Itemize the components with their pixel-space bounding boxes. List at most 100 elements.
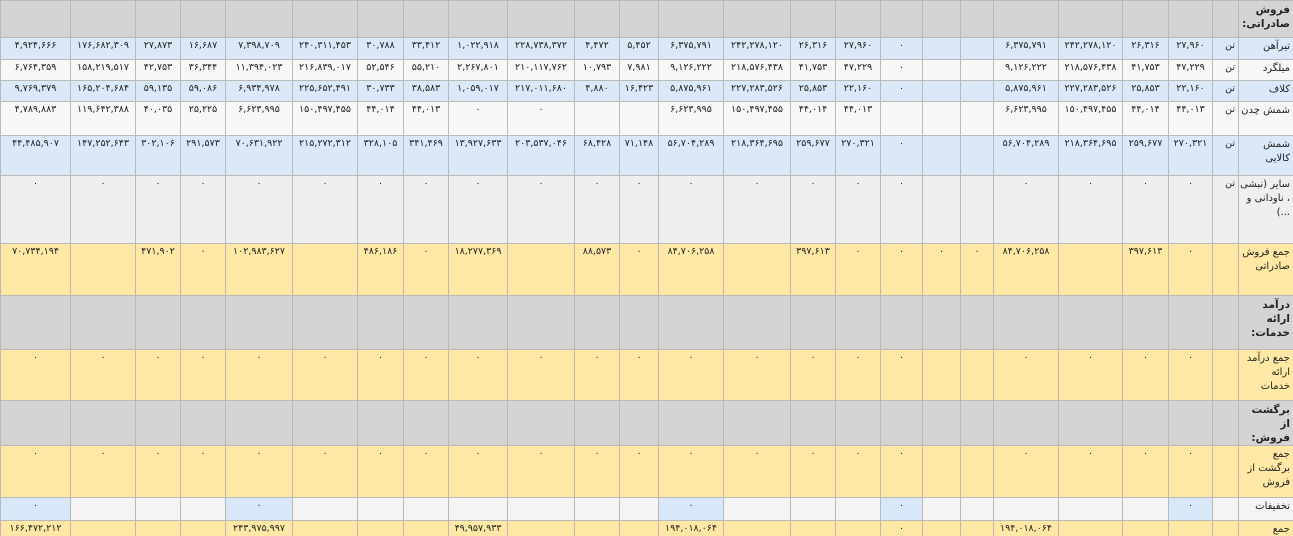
value-cell: ۵۹,۰۸۶ — [180, 80, 226, 102]
value-cell — [993, 400, 1059, 446]
value-cell: ۴۲,۷۵۳ — [135, 59, 181, 81]
value-cell: ۶,۷۶۴,۳۵۹ — [0, 59, 71, 81]
value-cell: ۶,۶۲۳,۹۹۵ — [993, 101, 1059, 136]
value-cell: ۱۰,۷۹۳ — [574, 59, 620, 81]
unit-cell — [1212, 0, 1239, 38]
value-cell: ۲۶,۳۱۶ — [790, 37, 836, 60]
value-cell — [507, 520, 575, 536]
value-cell: ۰ — [0, 349, 71, 401]
value-cell: ۰ — [0, 497, 71, 521]
value-cell — [723, 400, 791, 446]
value-cell: ۲۴۲,۲۷۸,۱۲۰ — [1058, 37, 1123, 60]
row-label: کلاف — [1238, 80, 1293, 102]
value-cell — [993, 0, 1059, 38]
value-cell — [922, 349, 961, 401]
row-label: جمع درآمد ارائه خدمات — [1238, 349, 1293, 401]
value-cell: ۳۹۷,۶۱۳ — [1122, 243, 1169, 296]
value-cell — [1058, 243, 1123, 296]
value-cell — [1168, 400, 1213, 446]
value-cell — [960, 295, 994, 350]
value-cell: ۰ — [403, 349, 449, 401]
value-cell — [835, 520, 881, 536]
value-cell — [960, 349, 994, 401]
value-cell — [574, 101, 620, 136]
value-cell: ۲۵۹,۶۷۷ — [790, 135, 836, 176]
value-cell — [225, 0, 293, 38]
value-cell — [1058, 497, 1123, 521]
value-cell — [922, 497, 961, 521]
value-cell: ۲,۲۶۷,۸۰۱ — [448, 59, 508, 81]
unit-cell: تن — [1212, 175, 1239, 244]
value-cell: ۰ — [403, 175, 449, 244]
value-cell: ۲۱۶,۸۳۹,۰۱۷ — [292, 59, 358, 81]
value-cell — [960, 80, 994, 102]
value-cell — [1058, 0, 1123, 38]
unit-cell — [1212, 445, 1239, 498]
value-cell — [922, 135, 961, 176]
value-cell — [574, 497, 620, 521]
table-row: کلاف تن ۲۲,۱۶۰ ۲۵,۸۵۳ ۲۲۷,۲۸۳,۵۲۶ ۵,۸۷۵,۹۶۱ ۰ ۲… — [0, 80, 1293, 102]
value-cell: ۰ — [225, 497, 293, 521]
value-cell: ۵,۸۷۵,۹۶۱ — [658, 80, 724, 102]
value-cell — [225, 400, 293, 446]
value-cell: ۱۸,۲۷۷,۳۶۹ — [448, 243, 508, 296]
value-cell: ۱۵۰,۴۹۷,۴۵۵ — [1058, 101, 1123, 136]
value-cell: ۵,۴۵۲ — [619, 37, 659, 60]
value-cell — [922, 101, 961, 136]
value-cell — [1122, 0, 1169, 38]
value-cell: ۰ — [619, 175, 659, 244]
value-cell — [1122, 400, 1169, 446]
value-cell — [960, 445, 994, 498]
value-cell: ۷۰,۶۳۱,۹۲۲ — [225, 135, 293, 176]
value-cell — [619, 400, 659, 446]
value-cell: ۰ — [1058, 175, 1123, 244]
value-cell: ۳۴۱,۴۶۹ — [403, 135, 449, 176]
value-cell — [790, 0, 836, 38]
value-cell: ۵۶,۷۰۴,۲۸۹ — [993, 135, 1059, 176]
value-cell: ۱۵۸,۲۱۹,۵۱۷ — [70, 59, 136, 81]
value-cell — [960, 135, 994, 176]
value-cell: ۴۱,۷۵۳ — [1122, 59, 1169, 81]
value-cell: ۱۰۲,۹۸۳,۶۲۷ — [225, 243, 293, 296]
value-cell: ۴,۸۸۰ — [574, 80, 620, 102]
table-row: جمع برگشت از فروش ۰ ۰ ۰ ۰ ۰ ۰ ۰ ۰ ۰ ۰ ۰ ۰ ۰ ۰ ۰ ۰ ۰ ۰ ۰ ۰ ۰ — [0, 445, 1293, 498]
value-cell: ۲۷,۹۶۰ — [835, 37, 881, 60]
value-cell — [574, 0, 620, 38]
unit-cell — [1212, 520, 1239, 536]
value-cell: ۱۶۶,۴۷۲,۲۱۲ — [0, 520, 71, 536]
value-cell — [1058, 295, 1123, 350]
value-cell: ۰ — [448, 445, 508, 498]
value-cell — [507, 400, 575, 446]
value-cell: ۹,۱۲۶,۲۲۲ — [658, 59, 724, 81]
value-cell — [448, 400, 508, 446]
value-cell: ۶,۶۲۳,۹۹۵ — [225, 101, 293, 136]
value-cell: ۲۱۷,۰۱۱,۶۸۰ — [507, 80, 575, 102]
value-cell: ۰ — [658, 349, 724, 401]
value-cell: ۴۴,۰۱۴ — [357, 101, 404, 136]
value-cell — [0, 400, 71, 446]
value-cell: ۰ — [619, 445, 659, 498]
value-cell: ۲۷,۹۶۰ — [1168, 37, 1213, 60]
value-cell — [922, 175, 961, 244]
value-cell: ۰ — [835, 175, 881, 244]
value-cell: ۰ — [448, 349, 508, 401]
value-cell: ۹,۱۲۶,۲۲۲ — [993, 59, 1059, 81]
value-cell — [180, 0, 226, 38]
value-cell: ۲۷,۸۷۳ — [135, 37, 181, 60]
value-cell: ۰ — [1168, 175, 1213, 244]
value-cell — [922, 37, 961, 60]
value-cell: ۶,۳۷۵,۷۹۱ — [993, 37, 1059, 60]
row-label: تخفیفات — [1238, 497, 1293, 521]
row-label: شمش چدن — [1238, 101, 1293, 136]
value-cell: ۰ — [180, 445, 226, 498]
value-cell: ۱۱۹,۶۴۲,۳۸۸ — [70, 101, 136, 136]
value-cell — [960, 175, 994, 244]
value-cell — [960, 101, 994, 136]
value-cell: ۰ — [835, 445, 881, 498]
value-cell: ۲۲,۱۶۰ — [1168, 80, 1213, 102]
value-cell — [619, 0, 659, 38]
value-cell — [403, 520, 449, 536]
value-cell: ۰ — [507, 101, 575, 136]
value-cell: ۲۲۸,۷۳۸,۳۷۲ — [507, 37, 575, 60]
value-cell: ۳۹۷,۶۱۳ — [790, 243, 836, 296]
